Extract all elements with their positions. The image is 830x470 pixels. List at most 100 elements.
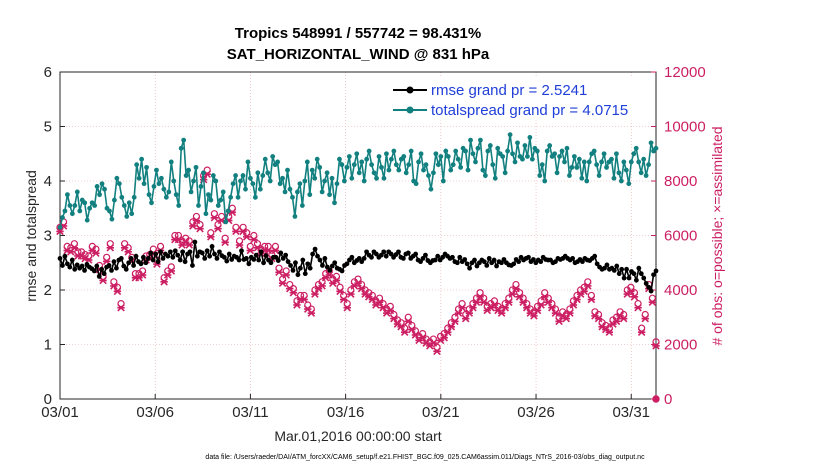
spread-point bbox=[252, 194, 258, 200]
spread-point bbox=[307, 192, 313, 198]
rmse-point bbox=[614, 263, 620, 269]
spread-point bbox=[181, 137, 187, 143]
spread-point bbox=[65, 192, 70, 198]
spread-point bbox=[205, 192, 211, 198]
obs-assimilated-point bbox=[458, 303, 466, 312]
rmse-point bbox=[261, 260, 266, 266]
spread-point bbox=[391, 148, 397, 154]
rmse-point bbox=[221, 254, 227, 260]
rmse-point bbox=[405, 250, 411, 256]
rmse-point bbox=[202, 255, 208, 261]
spread-point bbox=[102, 186, 107, 192]
rmse-point bbox=[69, 257, 75, 263]
spread-point bbox=[547, 143, 553, 148]
obs-assimilated-point bbox=[512, 284, 520, 293]
rmse-point bbox=[329, 263, 335, 269]
spread-point bbox=[539, 162, 545, 168]
rmse-point bbox=[626, 275, 632, 281]
rmse-point bbox=[305, 261, 311, 267]
rmse-point bbox=[140, 254, 146, 260]
spread-point bbox=[443, 148, 449, 154]
rmse-point bbox=[114, 265, 119, 271]
spread-point bbox=[574, 164, 580, 170]
rmse-point bbox=[643, 281, 649, 286]
x-tick-label: 03/01 bbox=[41, 404, 79, 421]
spread-point bbox=[322, 178, 328, 184]
spread-point bbox=[332, 200, 337, 206]
rmse-point bbox=[160, 255, 166, 261]
spread-point bbox=[257, 186, 263, 192]
spread-point bbox=[285, 167, 290, 173]
spread-point bbox=[366, 148, 372, 154]
spread-point bbox=[465, 167, 471, 173]
spread-point bbox=[455, 156, 461, 162]
legend-spread-label: totalspread grand pr = 4.0715 bbox=[431, 102, 628, 119]
obs-assimilated-point bbox=[379, 303, 387, 312]
spread-point bbox=[92, 203, 98, 208]
spread-point bbox=[596, 173, 602, 178]
rmse-point bbox=[378, 252, 384, 258]
rmse-point bbox=[462, 257, 468, 262]
rmse-point bbox=[420, 255, 426, 261]
obs-assimilated-point bbox=[551, 309, 560, 317]
spread-point bbox=[525, 154, 530, 159]
spread-point bbox=[312, 175, 318, 181]
spread-point bbox=[418, 151, 424, 157]
obs-assimilated-point bbox=[117, 303, 125, 312]
spread-point bbox=[260, 173, 266, 178]
spread-point bbox=[74, 189, 80, 195]
spread-point bbox=[401, 154, 407, 159]
rmse-point bbox=[356, 255, 362, 261]
spread-point bbox=[225, 208, 231, 214]
spread-point bbox=[161, 186, 167, 192]
spread-point bbox=[562, 159, 567, 165]
spread-point bbox=[571, 154, 577, 159]
spread-point bbox=[297, 181, 303, 187]
obs-assimilated-point bbox=[418, 333, 427, 342]
obs-assimilated-point bbox=[246, 246, 255, 255]
rmse-point bbox=[111, 259, 117, 265]
spread-point bbox=[623, 167, 629, 173]
obs-assimilated-point bbox=[138, 271, 147, 279]
rmse-point bbox=[653, 268, 659, 274]
spread-point bbox=[339, 162, 345, 168]
obs-assimilated-point bbox=[476, 293, 484, 301]
rmse-point bbox=[592, 253, 598, 259]
rmse-point bbox=[516, 259, 522, 265]
rmse-point bbox=[324, 264, 330, 270]
obs-assimilated-point bbox=[339, 295, 348, 304]
y-tick-right-label: 6000 bbox=[664, 228, 697, 245]
spread-point bbox=[564, 145, 570, 151]
rmse-point bbox=[636, 265, 642, 271]
y-axis-right: 0 2000 4000 6000 8000 10000 12000 bbox=[651, 64, 706, 408]
rmse-point bbox=[106, 263, 112, 268]
obs-assimilated-point bbox=[235, 241, 244, 249]
rmse-point bbox=[131, 263, 136, 268]
rmse-point bbox=[359, 259, 365, 265]
spread-point bbox=[178, 145, 184, 151]
spread-point bbox=[359, 159, 365, 165]
obs-assimilated-point bbox=[612, 317, 621, 326]
obs-assimilated-point bbox=[264, 246, 273, 255]
rmse-point bbox=[273, 254, 279, 260]
rmse-point bbox=[486, 255, 492, 261]
spread-point bbox=[374, 175, 379, 181]
spread-point bbox=[292, 214, 298, 219]
rmse-point bbox=[511, 261, 517, 267]
spread-point bbox=[121, 203, 127, 208]
obs-assimilated-point bbox=[505, 298, 513, 307]
rmse-point bbox=[101, 271, 107, 277]
obs-assimilated-point bbox=[433, 347, 441, 356]
spread-point bbox=[334, 181, 340, 187]
rmse-point bbox=[297, 265, 303, 271]
spread-point bbox=[641, 156, 647, 162]
rmse-point bbox=[285, 259, 291, 265]
spread-point bbox=[584, 178, 590, 184]
spread-point bbox=[299, 203, 305, 208]
obs-assimilated-point bbox=[519, 298, 527, 307]
obs-assimilated-point bbox=[584, 282, 592, 290]
obs-assimilated-point bbox=[325, 271, 334, 279]
spread-point bbox=[534, 148, 540, 154]
spread-point bbox=[537, 173, 543, 178]
